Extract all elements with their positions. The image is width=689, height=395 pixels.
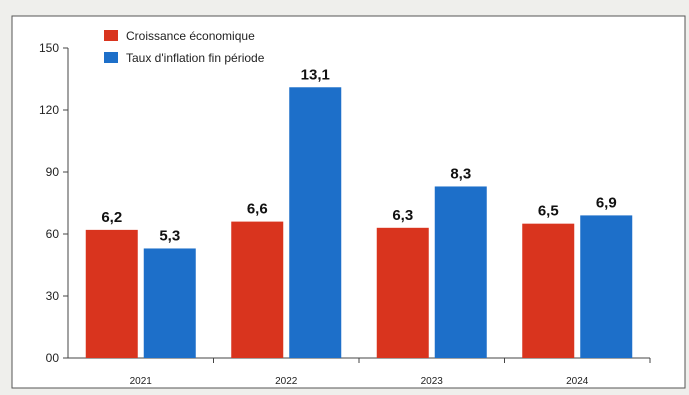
y-tick-label: 150: [39, 41, 59, 55]
bar: [522, 223, 575, 358]
x-tick-label: 2024: [566, 376, 589, 387]
legend-swatch: [104, 52, 118, 63]
data-label: 6,6: [247, 201, 268, 218]
data-label: 5,3: [159, 227, 180, 244]
y-tick-label: 60: [46, 227, 60, 241]
x-tick-label: 2022: [275, 376, 298, 387]
y-tick-label: 90: [46, 165, 60, 179]
bar: [434, 186, 487, 358]
bar: [143, 248, 196, 358]
y-tick-label: 30: [46, 289, 60, 303]
legend-swatch: [104, 30, 118, 41]
y-tick-label: 120: [39, 103, 59, 117]
y-axis-ticks: 00 30 60 90 120 150: [39, 41, 68, 365]
legend-label: Taux d'inflation fin période: [126, 51, 265, 65]
bar: [231, 221, 284, 358]
x-tick-label: 2021: [130, 376, 153, 387]
data-label: 6,9: [596, 194, 617, 211]
bars: 6,2 5,3 6,6 13,1 6,3 8,3 6,5 6,9: [85, 66, 633, 359]
y-tick-label: 00: [46, 351, 60, 365]
bar: [580, 215, 633, 358]
data-label: 6,3: [392, 207, 413, 224]
data-label: 13,1: [301, 66, 330, 83]
x-tick-label: 2023: [421, 376, 444, 387]
legend: Croissance économique Taux d'inflation fi…: [104, 29, 265, 65]
bar: [376, 227, 429, 358]
bar: [85, 229, 138, 358]
x-axis-ticks: 2021 2022 2023 2024: [130, 358, 651, 387]
data-label: 6,5: [538, 203, 559, 220]
bar: [289, 87, 342, 359]
data-label: 8,3: [450, 165, 471, 182]
legend-label: Croissance économique: [126, 29, 255, 43]
data-label: 6,2: [101, 209, 122, 226]
